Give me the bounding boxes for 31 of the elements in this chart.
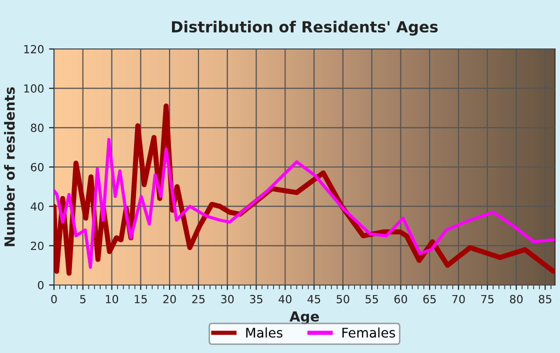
y-tick-label: 40 xyxy=(30,202,44,211)
legend-label: Males xyxy=(246,327,282,338)
x-tick-label: 25 xyxy=(192,294,205,304)
x-tick-label: 40 xyxy=(278,294,292,304)
y-tick-label: 60 xyxy=(30,162,44,172)
x-tick-label: 60 xyxy=(394,294,408,304)
x-tick-label: 0 xyxy=(51,294,57,304)
x-tick-label: 35 xyxy=(250,294,262,304)
line-series xyxy=(54,138,555,269)
chart-title: Distribution of Residents' Ages xyxy=(172,20,438,36)
x-tick-label: 85 xyxy=(538,294,552,304)
x-tick-label: 5 xyxy=(80,295,86,304)
x-tick-label: 10 xyxy=(106,294,118,304)
y-tick-label: 20 xyxy=(30,242,44,250)
x-tick-label: 55 xyxy=(366,295,378,304)
y-tick-label: 100 xyxy=(24,84,44,93)
x-tick-label: 15 xyxy=(134,295,147,304)
y-tick-label: 0 xyxy=(38,280,44,290)
legend-label: Females xyxy=(342,327,396,338)
x-axis-title: Age xyxy=(290,311,319,324)
x-tick-label: 65 xyxy=(423,294,436,304)
y-tick-label: 120 xyxy=(24,44,44,54)
x-tick-label: 50 xyxy=(336,294,350,304)
x-tick-label: 70 xyxy=(452,294,465,304)
x-tick-label: 20 xyxy=(163,294,176,304)
x-tick-label: 80 xyxy=(510,294,523,304)
y-axis-title: Number of residents xyxy=(4,87,15,246)
x-tick-label: 30 xyxy=(221,294,234,304)
x-tick-label: 45 xyxy=(308,295,320,304)
y-tick-label: 80 xyxy=(30,124,44,132)
x-tick-label: 75 xyxy=(481,295,494,304)
